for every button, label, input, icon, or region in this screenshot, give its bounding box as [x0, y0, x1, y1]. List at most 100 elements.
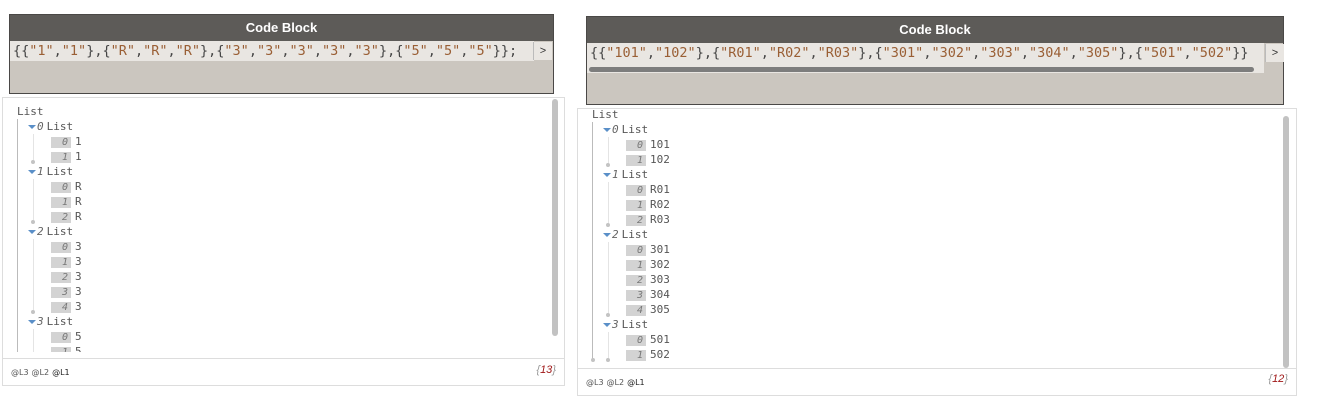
list-item[interactable]: 1 302	[626, 257, 670, 272]
list-label: List	[46, 165, 74, 178]
item-value: 3	[75, 285, 82, 298]
item-value: 303	[650, 273, 670, 286]
sublist-header[interactable]: 0 List	[28, 119, 73, 134]
collapse-dot-icon[interactable]	[606, 163, 610, 167]
list-item[interactable]: 0 501	[626, 332, 670, 347]
vertical-scrollbar[interactable]	[552, 99, 558, 336]
code-string: "303"	[980, 45, 1021, 61]
code-string: "R"	[110, 43, 135, 59]
sublist-header[interactable]: 1 List	[28, 164, 73, 179]
item-index: 2	[51, 271, 71, 283]
item-count: {12}	[1268, 373, 1288, 385]
item-index: 1	[51, 256, 71, 268]
list-label: List	[621, 228, 649, 241]
collapse-dot-icon[interactable]	[31, 310, 35, 314]
item-value: R01	[650, 183, 670, 196]
expand-arrow-icon[interactable]	[28, 230, 36, 234]
collapse-dot-icon[interactable]	[606, 358, 610, 362]
collapse-dot-icon[interactable]	[31, 220, 35, 224]
run-button[interactable]: >	[533, 42, 552, 60]
level-l2[interactable]: @L2	[31, 368, 50, 377]
level-l2[interactable]: @L2	[606, 378, 625, 387]
item-index: 0	[626, 244, 646, 256]
expand-arrow-icon[interactable]	[28, 170, 36, 174]
sublist-header[interactable]: 3 List	[28, 314, 73, 329]
item-value: 1	[75, 135, 82, 148]
level-l3[interactable]: @L3	[11, 368, 29, 377]
collapse-dot-icon[interactable]	[31, 160, 35, 164]
preview-footer: @L3 @L2 @L1 {13}	[3, 358, 564, 385]
collapse-dot-icon[interactable]	[606, 223, 610, 227]
item-index: 0	[626, 184, 646, 196]
code-punct: ,	[760, 45, 769, 61]
list-item[interactable]: 0 101	[626, 137, 670, 152]
sublist-header[interactable]: 2 List	[603, 227, 648, 242]
item-value: 302	[650, 258, 670, 271]
sublist-header[interactable]: 3 List	[603, 317, 648, 332]
expand-arrow-icon[interactable]	[603, 233, 611, 237]
code-block-node-2[interactable]: Code Block {{"101","102"},{"R01","R02","…	[586, 16, 1284, 105]
preview-footer: @L3 @L2 @L1 {12}	[578, 368, 1296, 395]
code-string: "502"	[1191, 45, 1233, 61]
sublist-header[interactable]: 0 List	[603, 122, 648, 137]
list-item[interactable]: 0 301	[626, 242, 670, 257]
code-block-node-1[interactable]: Code Block {{"1","1"},{"R","R","R"},{"3"…	[9, 14, 554, 94]
list-item[interactable]: 1 502	[626, 347, 670, 362]
item-value: 3	[75, 270, 82, 283]
sublist-header[interactable]: 1 List	[603, 167, 648, 182]
item-value: 502	[650, 348, 670, 361]
list-item[interactable]: 2 R03	[626, 212, 670, 227]
code-string: "R01"	[720, 45, 761, 61]
expand-arrow-icon[interactable]	[28, 320, 36, 324]
run-button[interactable]: >	[1265, 44, 1284, 62]
list-item[interactable]: 3 304	[626, 287, 670, 302]
code-string: "1"	[29, 43, 54, 59]
item-index: 1	[51, 346, 71, 352]
code-punct: ,	[167, 43, 176, 59]
item-index: 2	[626, 214, 646, 226]
list-item[interactable]: 1 102	[626, 152, 670, 167]
level-l1[interactable]: @L1	[52, 368, 70, 377]
expand-arrow-icon[interactable]	[28, 125, 36, 129]
count-value: 13	[540, 364, 553, 376]
item-index: 2	[51, 211, 71, 223]
item-value: 5	[75, 330, 82, 343]
code-punct: },{	[200, 43, 225, 59]
list-item[interactable]: 2 303	[626, 272, 670, 287]
list-label: List	[621, 168, 649, 181]
level-l3[interactable]: @L3	[586, 378, 604, 387]
vertical-scrollbar[interactable]	[1283, 116, 1289, 368]
collapse-dot-icon[interactable]	[606, 313, 610, 317]
expand-arrow-icon[interactable]	[603, 323, 611, 327]
code-punct: },{	[858, 45, 883, 61]
item-index: 3	[51, 286, 71, 298]
expand-arrow-icon[interactable]	[603, 173, 611, 177]
code-string: "R"	[143, 43, 168, 59]
list-index: 2	[612, 228, 619, 241]
horizontal-scrollbar[interactable]	[589, 67, 1254, 72]
preview-panel-1: List 0 List 0 1 1 1 1 List 0 R 1 R 2 R 2 List 0 3 1 3 2 3 3 3 4 3 3…	[2, 97, 565, 386]
code-string: "3"	[224, 43, 249, 59]
level-l1[interactable]: @L1	[627, 378, 645, 387]
code-editor[interactable]: {{"1","1"},{"R","R","R"},{"3","3","3","3…	[10, 41, 534, 61]
list-index: 1	[37, 165, 44, 178]
sublist-header[interactable]: 2 List	[28, 224, 73, 239]
collapse-dot-icon[interactable]	[591, 358, 595, 362]
code-string: "305"	[1077, 45, 1119, 61]
list-item[interactable]: 0 R01	[626, 182, 670, 197]
list-item[interactable]: 1 R02	[626, 197, 670, 212]
expand-arrow-icon[interactable]	[603, 128, 611, 132]
list-item[interactable]: 4 305	[626, 302, 670, 317]
